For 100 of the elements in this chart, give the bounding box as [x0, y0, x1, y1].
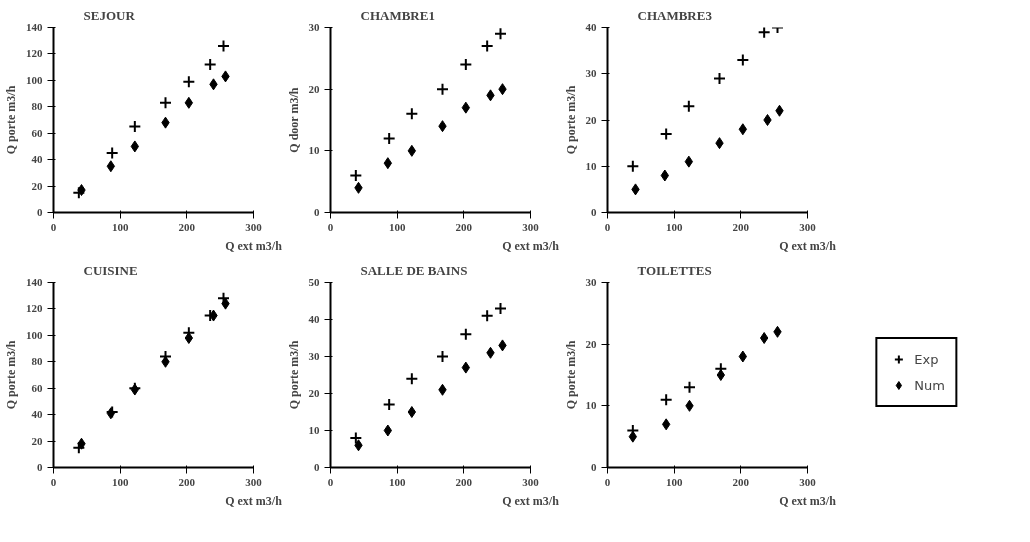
x-tick-label: 300: [522, 475, 540, 488]
x-tick-label: 0: [50, 475, 57, 488]
x-tick-label: 200: [178, 475, 196, 488]
x-axis-title: Q ext m3/h: [502, 238, 560, 253]
point: [736, 53, 750, 67]
y-tick-label: 0: [591, 461, 597, 473]
y-tick-label: 80: [31, 355, 43, 368]
y-tick-label: 0: [314, 461, 320, 473]
point: [713, 71, 726, 85]
point: [459, 58, 473, 71]
point: [217, 39, 230, 53]
x-axis-title: Q ext m3/h: [225, 238, 283, 253]
y-tick-label: 0: [37, 206, 43, 218]
point: [682, 99, 696, 113]
x-tick-label: 0: [604, 475, 611, 488]
y-tick-label: 100: [26, 73, 43, 86]
x-tick-label: 200: [732, 475, 750, 488]
y-axis-title: Q door m3/h: [286, 87, 301, 153]
legend-label: Num: [914, 377, 945, 393]
y-tick-label: 10: [308, 144, 320, 157]
point: [349, 169, 363, 182]
x-tick-label: 300: [245, 220, 263, 233]
x-tick-label: 200: [178, 220, 196, 233]
chart-title: SEJOUR: [83, 7, 136, 23]
x-tick-label: 0: [50, 220, 57, 233]
x-tick-label: 300: [522, 220, 540, 233]
y-tick-label: 10: [585, 159, 597, 172]
point: [382, 398, 396, 412]
y-tick-label: 40: [31, 408, 43, 421]
point: [159, 96, 172, 110]
x-tick-label: 200: [455, 220, 473, 233]
point: [659, 393, 673, 407]
point: [757, 27, 771, 39]
y-tick-label: 140: [26, 21, 43, 33]
point: [105, 146, 119, 160]
y-tick-label: 30: [308, 21, 320, 33]
y-tick-label: 40: [31, 153, 43, 166]
point: [763, 114, 772, 126]
y-tick-label: 20: [31, 434, 43, 447]
chart-title: CHAMBRE3: [637, 7, 713, 23]
y-tick-label: 60: [31, 126, 43, 139]
point: [182, 75, 196, 89]
point: [459, 327, 473, 341]
x-axis-title: Q ext m3/h: [502, 493, 560, 508]
y-tick-label: 140: [26, 276, 43, 288]
point: [407, 406, 416, 418]
chart-title: TOILETTES: [637, 262, 712, 278]
point: [760, 332, 769, 344]
point: [480, 39, 494, 53]
y-tick-label: 120: [26, 47, 43, 60]
point: [203, 58, 217, 71]
y-axis-title: Q porte m3/h: [4, 85, 18, 155]
x-axis-title: Q ext m3/h: [779, 493, 837, 508]
point: [105, 405, 119, 419]
y-tick-label: 40: [585, 21, 597, 33]
y-tick-label: 120: [26, 302, 43, 315]
y-tick-label: 20: [585, 113, 597, 126]
x-tick-label: 100: [665, 220, 683, 233]
point: [494, 301, 507, 315]
point: [405, 107, 419, 121]
x-tick-label: 200: [732, 220, 750, 233]
chart-title: CUISINE: [83, 262, 138, 278]
y-tick-label: 50: [308, 276, 320, 288]
point: [683, 380, 696, 394]
y-axis-title: Q porte m3/h: [4, 340, 18, 410]
x-tick-label: 300: [245, 475, 263, 488]
y-tick-label: 20: [585, 337, 597, 350]
x-tick-label: 0: [604, 220, 611, 233]
y-tick-label: 0: [37, 461, 43, 473]
y-tick-label: 0: [314, 206, 320, 218]
x-tick-label: 300: [799, 475, 817, 488]
x-axis-title: Q ext m3/h: [779, 238, 837, 253]
y-tick-label: 60: [31, 381, 43, 394]
x-tick-label: 100: [388, 475, 406, 488]
point: [626, 159, 640, 173]
y-tick-label: 30: [585, 67, 597, 80]
point: [716, 369, 725, 381]
point: [382, 132, 396, 145]
point: [436, 82, 449, 96]
y-axis-title: Q porte m3/h: [563, 340, 578, 410]
x-tick-label: 100: [111, 220, 129, 233]
y-axis-title: Q porte m3/h: [563, 85, 578, 155]
x-tick-label: 0: [327, 475, 334, 488]
x-axis-title: Q ext m3/h: [225, 493, 283, 508]
x-tick-label: 200: [455, 475, 473, 488]
y-tick-label: 80: [31, 100, 43, 113]
x-tick-label: 300: [799, 220, 817, 233]
point: [128, 120, 142, 134]
point: [184, 332, 193, 344]
point: [405, 372, 419, 386]
legend-label: Exp: [914, 351, 939, 367]
y-tick-label: 10: [308, 424, 320, 436]
y-tick-label: 20: [308, 387, 320, 399]
y-tick-label: 40: [308, 313, 320, 325]
x-tick-label: 100: [665, 475, 683, 488]
y-axis-title: Q porte m3/h: [286, 340, 301, 410]
point: [480, 309, 494, 323]
y-tick-label: 10: [585, 399, 597, 412]
x-tick-label: 0: [327, 220, 334, 233]
chart-title: CHAMBRE1: [360, 7, 435, 23]
